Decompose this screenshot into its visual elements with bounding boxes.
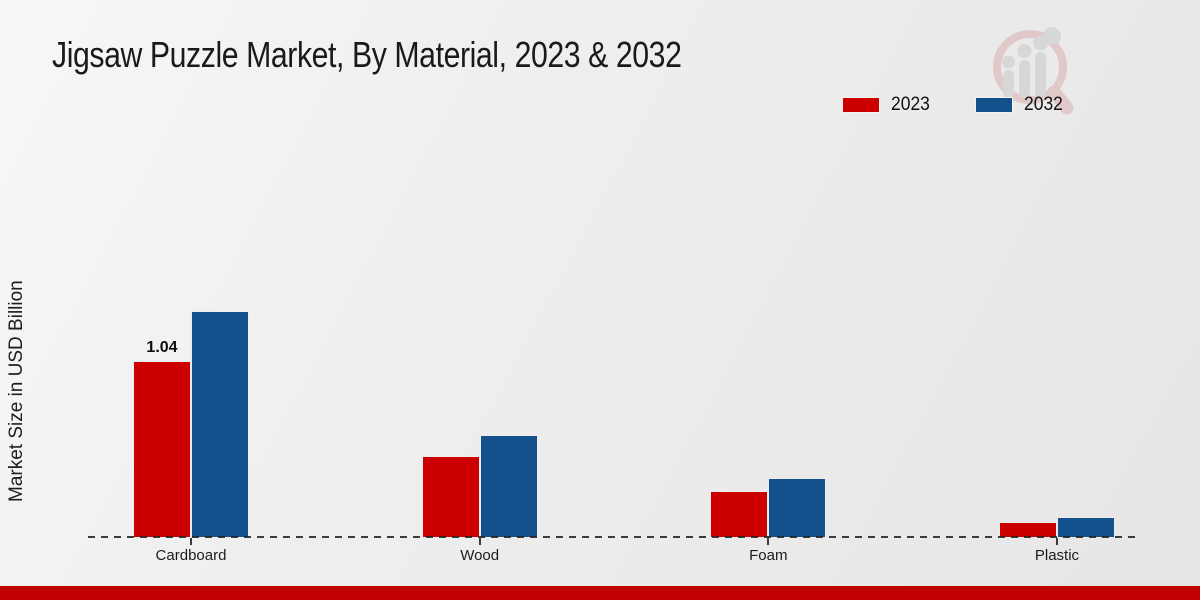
x-category-label-cardboard: Cardboard	[155, 547, 227, 564]
y-axis-label: Market Size in USD Billion	[6, 280, 27, 502]
plot-area: 1.04	[88, 291, 1137, 537]
x-tick-plastic	[1055, 538, 1058, 545]
bar-2032-cardboard	[191, 311, 249, 537]
chart-title: Jigsaw Puzzle Market, By Material, 2023 …	[52, 34, 682, 75]
legend-label-2023: 2023	[891, 94, 930, 115]
x-axis: Cardboard Wood Foam Plastic	[88, 538, 1137, 578]
bar-group-cardboard: 1.04	[133, 291, 249, 537]
legend-swatch-2023	[842, 97, 880, 113]
x-tick-cardboard	[190, 538, 192, 545]
bar-2032-foam	[768, 477, 827, 537]
bar-group-foam	[710, 291, 827, 537]
bar-2023-plastic	[998, 521, 1057, 537]
legend-item-2023: 2023	[842, 94, 933, 116]
bar-2032-plastic	[1056, 516, 1115, 537]
bar-value-label: 1.04	[146, 338, 178, 356]
brand-watermark-logo	[988, 24, 1080, 120]
legend: 2023 2032	[842, 94, 1067, 116]
bar-2023-foam	[710, 491, 769, 537]
bar-2023-wood	[421, 455, 480, 537]
bar-2023-cardboard: 1.04	[133, 339, 191, 537]
bar-group-wood	[421, 291, 538, 537]
bar-2032-wood	[479, 435, 538, 537]
x-category-label-plastic: Plastic	[1034, 547, 1080, 564]
magnifier-growth-chart-icon	[993, 27, 1074, 115]
x-axis-baseline	[88, 536, 1137, 538]
bar-group-plastic	[998, 291, 1115, 537]
x-tick-wood	[478, 538, 481, 545]
legend-item-2032: 2032	[975, 94, 1066, 116]
legend-swatch-2032	[975, 97, 1014, 113]
legend-label-2032: 2032	[1024, 94, 1064, 115]
x-category-label-foam: Foam	[749, 547, 788, 564]
footer-accent-band	[0, 586, 1200, 600]
x-category-label-wood: Wood	[460, 547, 500, 564]
x-tick-foam	[767, 538, 770, 545]
